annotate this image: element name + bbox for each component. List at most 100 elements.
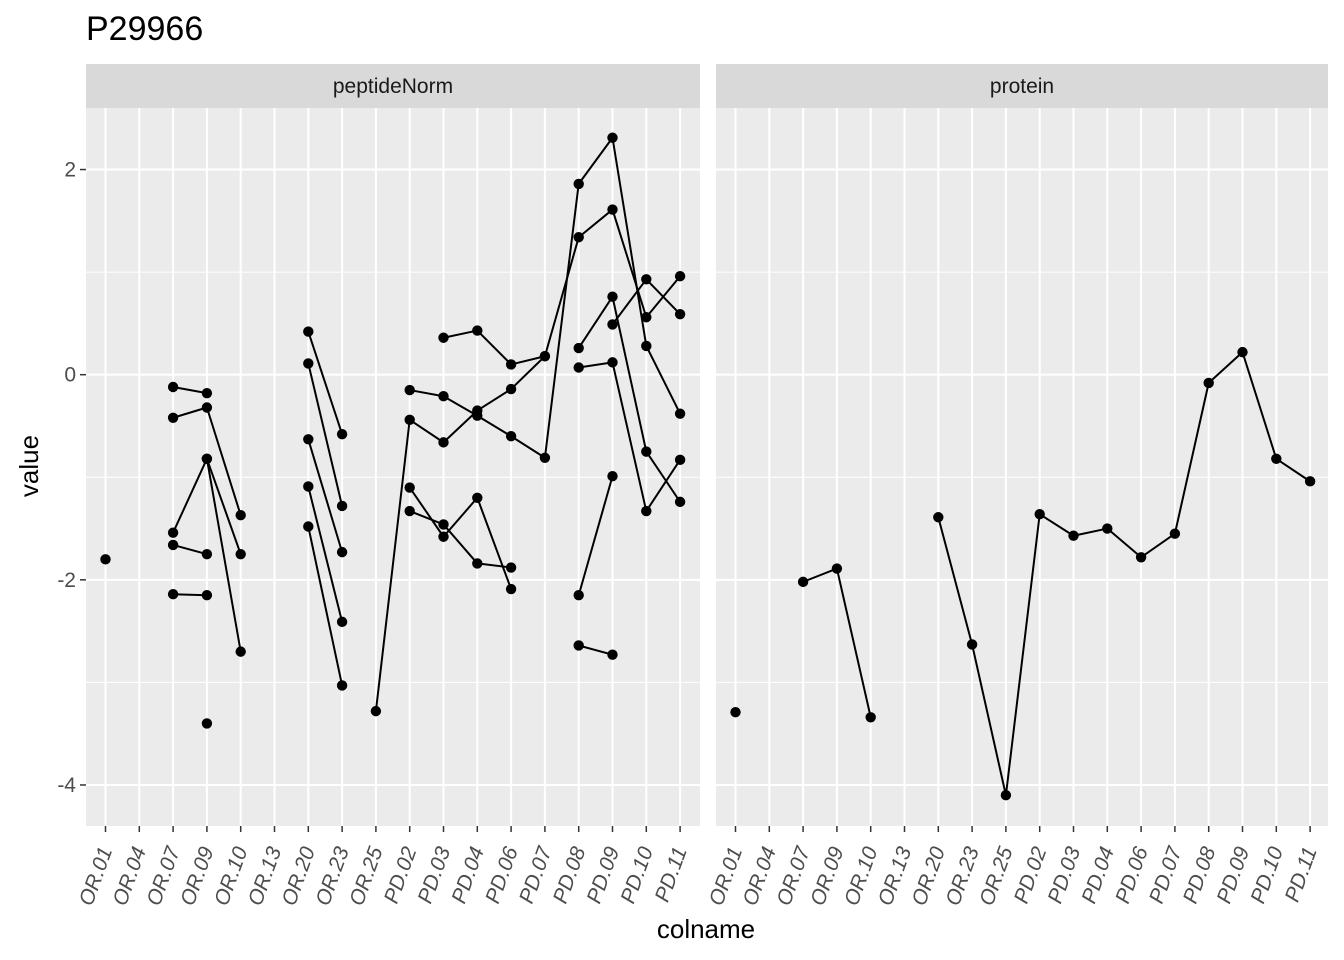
data-point [573, 342, 584, 354]
series-17 [438, 325, 551, 370]
data-point [505, 583, 517, 595]
y-axis-title: value [14, 435, 44, 497]
data-point [573, 232, 584, 243]
series-line [577, 295, 681, 503]
facet-strip [86, 64, 700, 108]
data-point [336, 680, 348, 691]
data-point [167, 381, 179, 393]
series-9 [303, 358, 348, 512]
data-point [438, 531, 449, 542]
y-tick-label: 0 [64, 364, 76, 387]
data-point [201, 387, 213, 399]
data-point [641, 312, 652, 323]
series-15 [404, 482, 517, 595]
data-point [201, 548, 213, 560]
data-point [1304, 476, 1316, 487]
data-point [1102, 523, 1113, 534]
data-point [607, 132, 618, 143]
series-6 [201, 453, 246, 560]
series-5 [167, 588, 213, 601]
series-20 [573, 471, 618, 601]
data-point [404, 414, 415, 426]
data-point [831, 563, 843, 574]
data-point [539, 351, 551, 362]
series-10 [303, 434, 348, 558]
series-line [408, 486, 513, 590]
series-line [172, 386, 208, 395]
series-1 [100, 381, 213, 565]
series-1 [730, 346, 1316, 801]
data-point [167, 412, 179, 423]
data-point [607, 649, 618, 660]
data-point [438, 391, 449, 402]
data-point [539, 452, 551, 463]
data-point [1000, 790, 1012, 801]
series-7 [201, 718, 213, 729]
data-point [505, 383, 517, 395]
data-point [404, 505, 415, 517]
data-point [201, 718, 213, 729]
series-16 [404, 505, 517, 573]
data-point [573, 590, 584, 601]
data-point [641, 274, 652, 285]
data-point [607, 357, 618, 368]
data-point [607, 319, 618, 330]
data-point [1203, 377, 1214, 389]
series-21 [573, 640, 618, 660]
data-point [303, 358, 314, 369]
series-line [409, 510, 512, 569]
facet-panel-protein: proteinOR.01OR.04OR.07OR.09OR.10OR.13OR.… [705, 64, 1328, 909]
data-point [1068, 530, 1079, 541]
data-point [1034, 508, 1045, 520]
data-point [303, 434, 314, 445]
data-point [607, 204, 618, 215]
series-line [443, 329, 546, 366]
data-point [472, 325, 483, 336]
data-point [573, 178, 584, 190]
data-point [641, 505, 652, 517]
data-point [797, 576, 809, 588]
chart-title: P29966 [86, 10, 203, 48]
series-2 [167, 402, 246, 521]
series-13 [370, 204, 686, 717]
data-point [404, 482, 415, 493]
data-point [100, 554, 111, 565]
data-point [438, 519, 449, 530]
y-tick-label: -4 [57, 774, 76, 797]
series-line [173, 593, 207, 597]
series-line [374, 208, 681, 712]
data-point [167, 527, 179, 538]
series-line [937, 351, 1311, 797]
series-line [307, 486, 344, 623]
series-line [307, 439, 344, 553]
data-point [573, 640, 584, 651]
series-18 [573, 291, 686, 508]
data-point [674, 308, 686, 320]
data-point [438, 437, 449, 448]
data-point [336, 546, 348, 558]
series-line [307, 331, 344, 435]
data-point [674, 271, 686, 282]
data-point [336, 428, 348, 440]
y-tick-label: -2 [57, 569, 76, 592]
data-point [370, 705, 382, 717]
y-tick-label: 2 [64, 159, 76, 182]
data-point [505, 359, 517, 370]
facet-panel-peptideNorm: peptideNormOR.01OR.04OR.07OR.09OR.10OR.1… [75, 64, 700, 909]
data-point [641, 446, 652, 457]
data-point [336, 616, 348, 628]
data-point [1271, 453, 1282, 464]
data-point [201, 590, 213, 601]
series-line [578, 361, 681, 513]
data-point [303, 521, 314, 532]
facet-strip-label: peptideNorm [333, 75, 453, 98]
series-line [307, 363, 344, 507]
data-point [607, 291, 618, 302]
data-point [573, 362, 584, 373]
series-22 [607, 274, 686, 330]
series-12 [303, 521, 348, 691]
data-point [167, 539, 179, 551]
data-point [933, 512, 944, 523]
data-point [674, 496, 686, 508]
series-line [307, 526, 344, 686]
